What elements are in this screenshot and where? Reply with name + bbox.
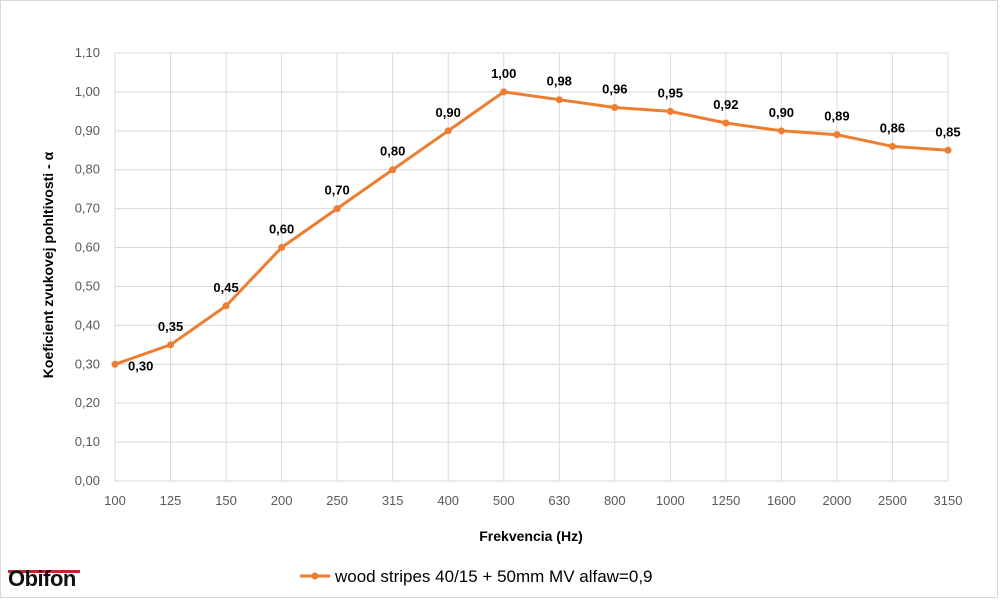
x-tick-label: 1600	[767, 493, 796, 508]
y-tick-label: 0,90	[75, 123, 100, 138]
x-tick-label: 800	[604, 493, 626, 508]
x-tick-label: 1250	[711, 493, 740, 508]
data-point	[944, 146, 952, 154]
data-label: 0,98	[547, 74, 572, 89]
data-point	[167, 341, 175, 349]
y-tick-label: 0,00	[75, 473, 100, 488]
data-point	[833, 131, 841, 139]
x-tick-label: 200	[271, 493, 293, 508]
y-tick-label: 0,50	[75, 278, 100, 293]
data-point	[389, 166, 397, 174]
y-tick-label: 0,60	[75, 240, 100, 255]
data-point	[111, 360, 119, 368]
data-label: 0,30	[128, 358, 153, 373]
legend-marker	[311, 572, 319, 580]
data-label: 0,60	[269, 222, 294, 237]
series-line	[114, 90, 949, 366]
y-tick-label: 0,20	[75, 395, 100, 410]
data-labels: 0,30 0,35 0,45 0,60 0,70 0,80 0,90 1,00 0,98 0,96…	[128, 66, 961, 373]
y-tick-labels: 0,00 0,10 0,20 0,30 0,40 0,50 0,60 0,70 0,80 0,90…	[75, 45, 100, 488]
data-label: 0,90	[436, 105, 461, 120]
y-tick-label: 1,00	[75, 84, 100, 99]
y-tick-label: 0,10	[75, 434, 100, 449]
x-tick-label: 250	[326, 493, 348, 508]
x-tick-label: 2500	[878, 493, 907, 508]
data-point	[278, 244, 286, 252]
x-tick-label: 315	[382, 493, 404, 508]
x-tick-label: 1000	[656, 493, 685, 508]
data-point	[888, 142, 896, 150]
grid-layer	[114, 52, 949, 482]
data-point	[444, 127, 452, 135]
x-tick-label: 100	[104, 493, 126, 508]
data-label: 0,92	[713, 97, 738, 112]
y-tick-label: 0,30	[75, 356, 100, 371]
data-label: 0,95	[658, 85, 683, 100]
y-tick-label: 1,10	[75, 45, 100, 60]
data-point	[722, 119, 730, 127]
data-label: 0,86	[880, 120, 905, 135]
data-label: 0,90	[769, 105, 794, 120]
x-axis-title: Frekvencia (Hz)	[479, 528, 582, 544]
data-point	[333, 205, 341, 213]
x-tick-label: 3150	[934, 493, 963, 508]
logo-accent-bar	[8, 570, 80, 573]
data-label: 0,35	[158, 319, 183, 334]
data-label: 1,00	[491, 66, 516, 81]
x-tick-label: 150	[215, 493, 237, 508]
y-tick-label: 0,70	[75, 201, 100, 216]
x-tick-label: 125	[160, 493, 182, 508]
data-point	[666, 107, 674, 115]
data-label: 0,45	[213, 280, 238, 295]
data-point	[222, 302, 230, 310]
data-point	[555, 96, 563, 104]
y-tick-label: 0,40	[75, 317, 100, 332]
x-tick-labels: 100 125 150 200 250 315 400 500 630 800 1000 1250 16…	[104, 493, 962, 508]
data-point	[777, 127, 785, 135]
x-tick-label: 630	[548, 493, 570, 508]
y-axis-title: Koeficient zvukovej pohltivosti - α	[40, 151, 56, 378]
brand-logo: Obifon	[8, 566, 76, 591]
data-label: 0,89	[824, 109, 849, 124]
data-label: 0,96	[602, 81, 627, 96]
data-point	[500, 88, 508, 96]
series-layer	[111, 88, 952, 368]
y-tick-label: 0,80	[75, 162, 100, 177]
data-label: 0,85	[935, 124, 960, 139]
data-label: 0,80	[380, 144, 405, 159]
x-tick-label: 500	[493, 493, 515, 508]
legend: wood stripes 40/15 + 50mm MV alfaw=0,9	[300, 567, 653, 586]
data-point	[611, 103, 619, 111]
x-tick-label: 400	[437, 493, 459, 508]
legend-label: wood stripes 40/15 + 50mm MV alfaw=0,9	[334, 567, 653, 586]
x-tick-label: 2000	[822, 493, 851, 508]
data-label: 0,70	[324, 183, 349, 198]
